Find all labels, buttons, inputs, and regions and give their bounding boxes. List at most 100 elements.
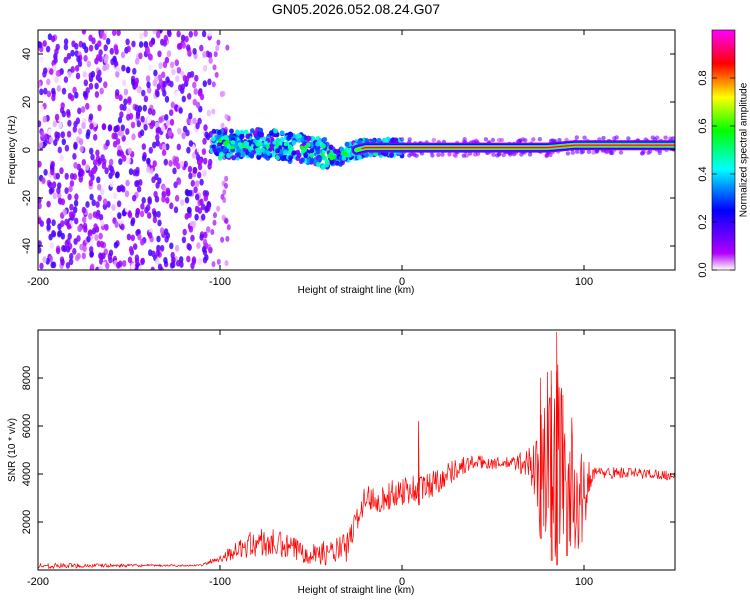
- noise-blob: [79, 145, 84, 153]
- signal-halo-blob: [508, 152, 513, 157]
- noise-blob: [88, 179, 94, 187]
- noise-blob: [51, 94, 56, 102]
- noise-blob: [154, 88, 160, 96]
- noise-blob: [61, 138, 66, 146]
- noise-blob: [121, 64, 126, 72]
- noise-blob: [224, 182, 228, 189]
- noise-blob: [109, 210, 114, 217]
- noise-blob: [193, 30, 198, 37]
- signal-blob: [257, 150, 262, 156]
- noise-blob: [65, 245, 71, 253]
- signal-blob: [383, 138, 388, 144]
- signal-halo-blob: [586, 149, 592, 154]
- noise-blob: [64, 144, 70, 152]
- noise-blob: [109, 47, 115, 55]
- noise-blob: [96, 176, 101, 184]
- noise-blob: [47, 181, 53, 189]
- noise-blob: [186, 243, 191, 250]
- noise-blob: [68, 258, 74, 266]
- signal-blob: [275, 155, 280, 161]
- noise-blob: [85, 201, 90, 208]
- noise-blob: [88, 212, 93, 220]
- noise-blob: [94, 234, 99, 241]
- noise-blob: [134, 77, 139, 85]
- signal-blob: [339, 146, 345, 152]
- noise-blob: [130, 234, 135, 242]
- noise-blob: [46, 90, 52, 98]
- noise-blob: [192, 48, 197, 55]
- noise-blob: [128, 168, 134, 176]
- signal-blob: [223, 135, 228, 141]
- noise-blob: [137, 105, 143, 113]
- noise-blob: [175, 91, 180, 98]
- noise-blob: [108, 256, 113, 264]
- signal-blob: [370, 138, 376, 144]
- noise-blob: [55, 70, 61, 77]
- signal-peak-blob: [289, 146, 294, 151]
- noise-blob: [151, 176, 156, 184]
- noise-blob: [72, 248, 77, 255]
- noise-blob: [212, 219, 217, 226]
- noise-blob: [180, 199, 185, 207]
- signal-blob: [263, 149, 268, 155]
- signal-blob: [222, 147, 228, 153]
- signal-blob: [256, 154, 262, 160]
- noise-blob: [166, 50, 172, 58]
- noise-blob: [126, 108, 132, 115]
- noise-blob: [116, 200, 122, 208]
- noise-blob: [123, 98, 128, 106]
- noise-blob: [169, 202, 174, 210]
- noise-blob: [42, 40, 47, 47]
- noise-blob: [97, 104, 102, 112]
- noise-blob: [202, 51, 207, 58]
- noise-blob: [201, 30, 207, 38]
- snr-y-ticks: 2000 4000 6000 8000: [21, 366, 675, 534]
- noise-blob: [63, 43, 69, 51]
- signal-blob: [303, 152, 309, 159]
- noise-blob: [188, 225, 194, 233]
- noise-blob: [125, 139, 130, 146]
- noise-blob: [146, 204, 151, 212]
- x-tick-label: 0: [399, 576, 405, 588]
- noise-blob: [88, 229, 93, 237]
- noise-blob: [134, 180, 139, 188]
- signal-blob: [279, 137, 285, 143]
- noise-blob: [101, 123, 107, 131]
- noise-blob: [43, 139, 48, 147]
- signal-blob: [217, 155, 223, 161]
- noise-blob: [72, 86, 77, 94]
- noise-blob: [140, 115, 145, 123]
- signal-halo-blob: [399, 137, 405, 142]
- noise-blob: [57, 230, 62, 238]
- noise-blob: [88, 82, 94, 90]
- noise-blob: [73, 120, 78, 128]
- signal-blob: [226, 152, 231, 159]
- noise-blob: [147, 196, 152, 204]
- noise-blob: [85, 264, 90, 270]
- noise-blob: [124, 190, 130, 198]
- noise-blob: [138, 52, 143, 60]
- noise-blob: [171, 261, 176, 269]
- signal-peak-blob: [225, 139, 230, 144]
- signal-peak-blob: [299, 145, 304, 150]
- noise-blob: [190, 180, 195, 187]
- signal-peak-blob: [344, 152, 349, 157]
- noise-blob: [204, 205, 210, 212]
- noise-blob: [54, 113, 60, 121]
- noise-blob: [49, 242, 54, 249]
- noise-blob: [83, 79, 89, 87]
- noise-blob: [179, 256, 184, 263]
- noise-blob: [103, 81, 108, 89]
- signal-halo-blob: [523, 138, 528, 143]
- noise-blob: [213, 51, 218, 58]
- signal-blob: [211, 136, 216, 142]
- signal-halo-blob: [614, 135, 619, 140]
- noise-blob: [127, 96, 132, 104]
- noise-blob: [206, 109, 212, 117]
- noise-blob: [81, 122, 86, 130]
- noise-blob: [172, 167, 177, 175]
- signal-halo-blob: [537, 137, 542, 142]
- noise-blob: [134, 257, 140, 265]
- signal-blob: [239, 133, 245, 140]
- noise-blob: [141, 143, 146, 151]
